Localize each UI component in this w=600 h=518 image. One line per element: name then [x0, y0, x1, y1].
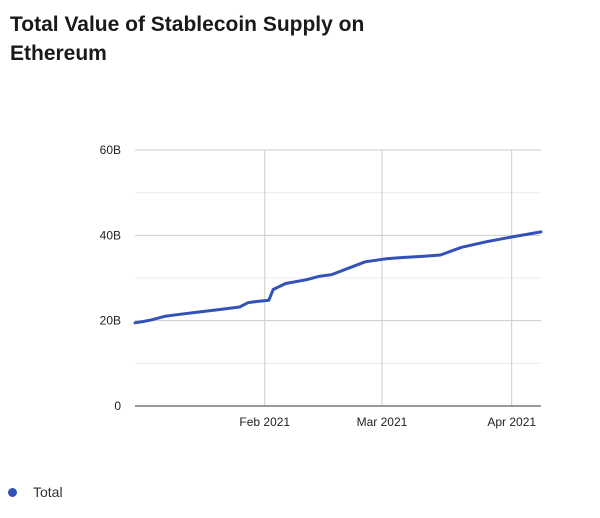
chart-title: Total Value of Stablecoin Supply on Ethe… [10, 13, 365, 65]
series-line-total [133, 230, 543, 325]
series-lines [133, 230, 543, 325]
legend-label-total: Total [33, 484, 63, 500]
y-tick-label: 60B [100, 143, 121, 157]
x-tick-label: Mar 2021 [357, 415, 408, 429]
y-tick-label: 0 [114, 399, 121, 413]
y-tick-label: 40B [100, 228, 121, 242]
x-tick-label: Apr 2021 [487, 415, 536, 429]
tick-labels: 0 20B 40B 60B Feb 2021 Mar 2021 Apr 2021 [100, 143, 537, 429]
grid-lines [135, 149, 541, 406]
legend: Total [8, 484, 63, 500]
x-tick-label: Feb 2021 [239, 415, 290, 429]
legend-swatch-total [8, 487, 17, 497]
y-tick-label: 20B [100, 314, 121, 328]
